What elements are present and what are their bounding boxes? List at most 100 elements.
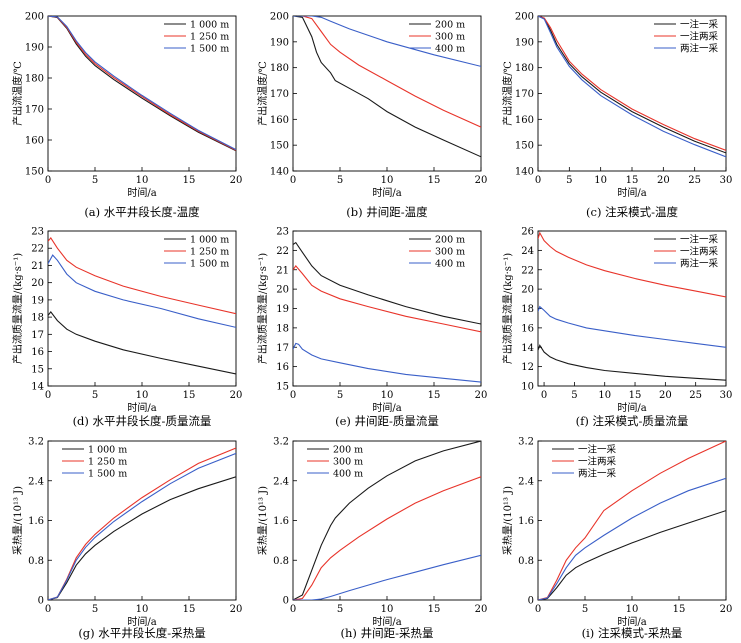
legend-entry: 200 m — [435, 20, 465, 31]
chart-panel-8: 0 5 10 15 20 0 0.8 1.6 2.4 3.2 时间/a 采热量/(10¹³ J) (h)… — [256, 437, 487, 641]
y-tick-label: 20 — [276, 285, 289, 296]
x-tick-label: 5 — [337, 604, 343, 615]
y-tick-label: 23 — [276, 227, 289, 238]
y-tick-label: 180 — [515, 63, 534, 74]
series-line-1500m — [48, 452, 236, 600]
x-tick-label: 15 — [626, 175, 639, 186]
y-tick-label: 2.4 — [28, 476, 44, 487]
series-line-一注两采 — [538, 16, 726, 151]
y-tick-label: 190 — [25, 43, 44, 54]
y-tick-label: 160 — [270, 115, 289, 126]
x-axis-label: 时间/a — [617, 401, 646, 414]
x-tick-label: 20 — [720, 604, 733, 615]
y-tick-label: 3.2 — [28, 437, 44, 448]
y-tick-label: 18 — [31, 313, 44, 324]
y-tick-label: 180 — [25, 74, 44, 85]
legend-entry: 1 250 m — [190, 247, 229, 258]
legend-entry: 1 250 m — [88, 457, 127, 468]
x-tick-label: 25 — [688, 175, 701, 186]
y-axis-label: 产出流质量流量/(kg·s⁻¹) — [256, 253, 269, 364]
y-tick-label: 20 — [521, 285, 534, 296]
series-line-两注一采 — [538, 477, 726, 600]
y-tick-label: 0.8 — [518, 556, 534, 567]
x-tick-label: 0 — [45, 604, 51, 615]
series-line-300m — [293, 265, 481, 333]
legend-entry: 一注一采 — [680, 19, 719, 31]
x-tick-label: 15 — [428, 604, 441, 615]
x-tick-label: 20 — [475, 390, 488, 401]
x-tick-label: 5 — [566, 175, 572, 186]
y-tick-label: 2.4 — [273, 476, 289, 487]
y-tick-label: 1.6 — [273, 516, 289, 527]
y-tick-label: 22 — [521, 265, 534, 276]
x-tick-label: 30 — [720, 175, 733, 186]
x-tick-label: 15 — [673, 604, 686, 615]
x-tick-label: 5 — [92, 390, 98, 401]
x-tick-label: 20 — [230, 175, 243, 186]
y-tick-label: 19 — [31, 295, 44, 306]
y-tick-label: 140 — [270, 167, 289, 178]
x-tick-label: 15 — [183, 604, 196, 615]
legend-entry: 1 000 m — [190, 20, 229, 31]
y-tick-label: 23 — [31, 227, 44, 238]
x-tick-label: 15 — [183, 390, 196, 401]
y-tick-label: 22 — [31, 244, 44, 255]
y-tick-label: 10 — [521, 382, 534, 393]
y-tick-label: 200 — [270, 12, 289, 23]
legend-entry: 300 m — [435, 247, 465, 258]
legend-entry: 1 500 m — [88, 469, 127, 480]
legend-entry: 一注两采 — [680, 246, 719, 258]
y-axis-label: 产出流温度/℃ — [256, 61, 269, 126]
panel-caption: (c) 注采模式-温度 — [586, 205, 678, 219]
y-tick-label: 26 — [521, 227, 534, 238]
chart-panel-9: 0 5 10 15 20 0 0.8 1.6 2.4 3.2 时间/a 采热量/(10¹³ J) (i)… — [501, 437, 732, 641]
series-line-一注一采 — [538, 16, 726, 154]
legend-entry: 400 m — [333, 469, 363, 480]
x-tick-label: 25 — [689, 390, 702, 401]
series-line-200m — [293, 441, 481, 600]
legend-entry: 1 500 m — [190, 44, 229, 55]
x-tick-label: 10 — [381, 175, 394, 186]
y-tick-label: 16 — [31, 347, 44, 358]
series-line-一注两采 — [538, 441, 726, 600]
y-tick-label: 160 — [515, 115, 534, 126]
y-tick-label: 190 — [515, 37, 534, 48]
y-axis-label: 产出流温度/℃ — [501, 61, 514, 126]
x-tick-label: 20 — [230, 390, 243, 401]
series-line-一注一采 — [538, 344, 726, 381]
plot-frame — [537, 440, 727, 601]
x-tick-label: 5 — [92, 175, 98, 186]
panel-caption: (g) 水平井段长度-采热量 — [78, 626, 205, 640]
y-tick-label: 0 — [38, 596, 44, 607]
legend-entry: 一注一采 — [680, 234, 719, 246]
series-line-400m — [293, 554, 481, 600]
x-tick-label: 0 — [541, 390, 547, 401]
y-tick-label: 150 — [515, 141, 534, 152]
legend-entry: 1 000 m — [88, 445, 127, 456]
x-tick-label: 20 — [475, 604, 488, 615]
y-tick-label: 200 — [25, 12, 44, 23]
legend-entry: 1 500 m — [190, 259, 229, 270]
y-tick-label: 0 — [283, 596, 289, 607]
y-axis-label: 采热量/(10¹³ J) — [11, 486, 24, 555]
y-tick-label: 21 — [276, 265, 289, 276]
chart-panel-2: 0 5 10 15 20 140 150 160 170 180 190 200 时间/a 产出流温度/℃… — [256, 12, 487, 220]
legend-entry: 一注两采 — [680, 31, 719, 43]
y-tick-label: 14 — [521, 343, 534, 354]
series-line-两注一采 — [538, 305, 726, 348]
x-tick-label: 20 — [475, 175, 488, 186]
chart-panel-1: 0 5 10 15 20 150 160 170 180 190 200 时间/a 产出流温度/℃ (a)… — [11, 12, 242, 220]
x-tick-label: 10 — [598, 390, 611, 401]
x-tick-label: 0 — [290, 175, 296, 186]
y-tick-label: 17 — [31, 330, 44, 341]
y-tick-label: 16 — [276, 362, 289, 373]
y-tick-label: 150 — [270, 141, 289, 152]
y-tick-label: 1.6 — [518, 516, 534, 527]
series-line-200m — [293, 241, 481, 325]
x-tick-label: 5 — [582, 604, 588, 615]
y-tick-label: 21 — [31, 261, 44, 272]
x-tick-label: 15 — [183, 175, 196, 186]
x-tick-label: 15 — [428, 175, 441, 186]
series-line-1500m — [48, 16, 236, 151]
x-tick-label: 10 — [626, 604, 639, 615]
